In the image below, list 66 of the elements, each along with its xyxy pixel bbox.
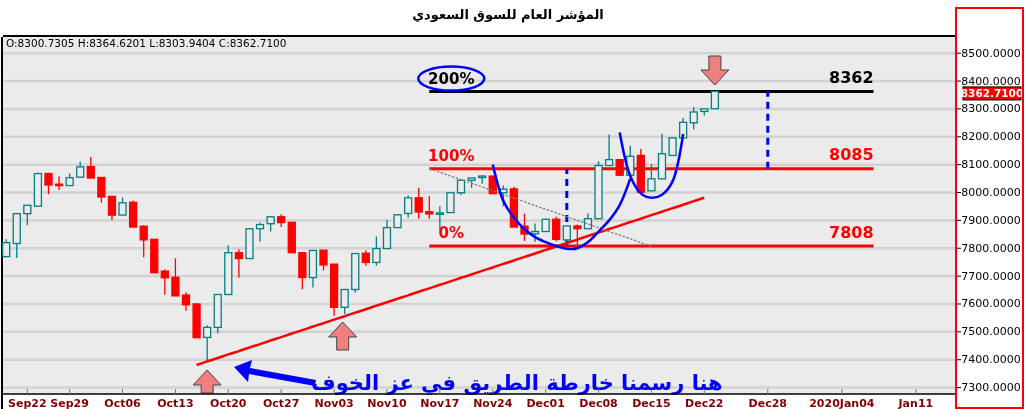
candlestick (54, 175, 64, 191)
x-tick-label: Nov17 (420, 396, 460, 409)
ref-line-label: 8362 (829, 68, 874, 88)
annotation: 0% (438, 224, 465, 243)
x-tick-label: Oct20 (210, 396, 247, 409)
y-tick-label: 8200.0000 (961, 130, 1021, 144)
y-tick-label: 8100.0000 (961, 158, 1021, 172)
ref-line-label: 8085 (829, 145, 874, 165)
x-tick-label: Nov10 (367, 396, 407, 409)
y-tick-label: 8000.0000 (961, 186, 1021, 200)
candlestick (97, 176, 106, 204)
y-tick-label: 7800.0000 (961, 241, 1021, 255)
x-tick-label: Sep22 (8, 396, 47, 409)
candlestick (86, 156, 95, 179)
x-tick-label: Nov03 (314, 396, 354, 409)
candlestick (319, 249, 328, 272)
candlestick (234, 248, 244, 279)
candlestick (552, 216, 561, 242)
y-tick-label: 7300.0000 (961, 381, 1021, 395)
candlestick (255, 221, 265, 243)
candlestick (446, 192, 455, 214)
annotation: هنا رسمنا خارطة الطريق في عز الخوف (311, 371, 723, 395)
x-tick-label: Dec15 (632, 396, 671, 409)
candlestick (160, 268, 169, 296)
annotation: 100% (428, 146, 475, 165)
y-tick-label: 7900.0000 (961, 213, 1021, 227)
x-tick-label: Dec08 (579, 396, 618, 409)
x-tick-label: Nov24 (473, 396, 513, 409)
y-tick-label: 7500.0000 (961, 325, 1021, 339)
text: 8362.7100 (960, 87, 1024, 100)
candlestick (23, 204, 32, 226)
candlestick (171, 257, 180, 297)
y-tick-label: 7700.0000 (961, 269, 1021, 283)
candlestick (139, 224, 148, 258)
y-tick-label: 8300.0000 (961, 102, 1021, 116)
chart-title: المؤشر العام للسوق السعودي (412, 7, 604, 23)
candlestick (562, 224, 571, 247)
candlestick (689, 106, 698, 131)
y-tick-label: 8400.0000 (961, 74, 1021, 88)
x-tick-label: Oct13 (157, 396, 194, 409)
candlestick (414, 187, 423, 220)
y-tick-label: 7600.0000 (961, 297, 1021, 311)
y-tick-label: 7400.0000 (961, 353, 1021, 367)
annotation: 200% (428, 69, 475, 88)
candlestick (425, 195, 434, 220)
y-tick-label: 8500.0000 (961, 46, 1021, 60)
x-tick-label: Dec28 (748, 396, 787, 409)
ref-line-label: 7808 (829, 222, 874, 242)
x-tick-label: Oct06 (104, 396, 142, 409)
candlestick (203, 324, 212, 362)
candlestick (181, 291, 191, 312)
x-tick-label: 2020Jan04 (809, 396, 875, 409)
candlestick (647, 163, 656, 192)
x-tick-label: Sep29 (50, 396, 89, 409)
annotation: O:8300.7305 H:8364.6201 L:8303.9404 C:8362.7100 (6, 37, 287, 49)
x-tick-label: Dec22 (685, 396, 724, 409)
x-tick-label: Jan11 (897, 396, 934, 409)
candlestick (604, 133, 614, 167)
x-tick-label: Oct27 (262, 396, 300, 409)
candlestick (107, 195, 117, 221)
line-series (428, 167, 653, 247)
candlestick (340, 288, 349, 315)
x-tick-label: Dec01 (526, 396, 565, 409)
candlestick (372, 235, 381, 267)
candlestick (382, 219, 392, 250)
candlestick (403, 194, 413, 219)
